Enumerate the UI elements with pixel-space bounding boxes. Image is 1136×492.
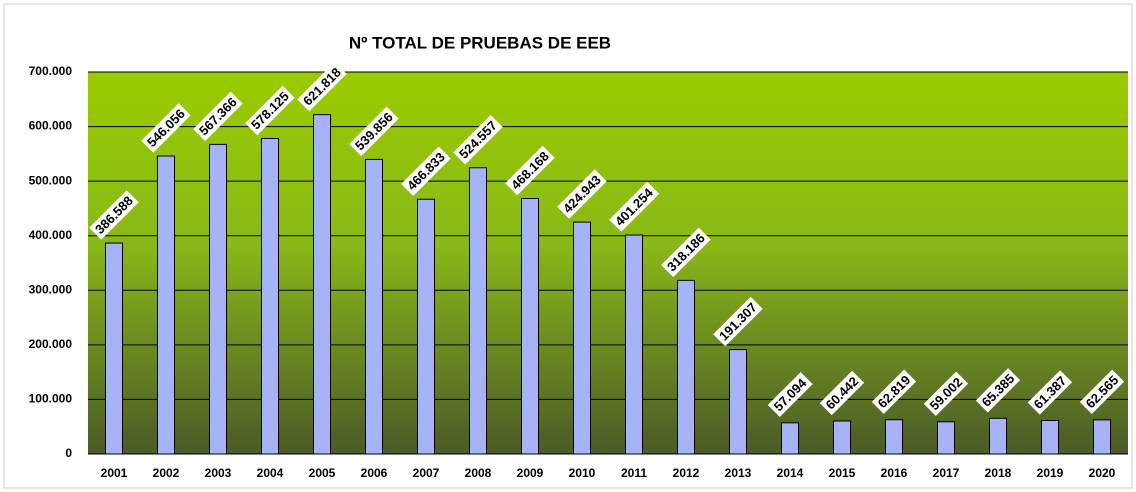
bar bbox=[105, 242, 123, 455]
bar bbox=[729, 349, 747, 455]
x-tick-label: 2008 bbox=[465, 466, 492, 480]
y-tick-label: 700.000 bbox=[29, 64, 73, 78]
bar bbox=[833, 420, 851, 455]
bar bbox=[417, 198, 435, 455]
bar bbox=[625, 234, 643, 455]
value-label-box bbox=[349, 106, 399, 157]
value-label-box bbox=[245, 85, 295, 136]
x-tick-label: 2013 bbox=[725, 466, 752, 480]
bar bbox=[937, 421, 955, 455]
value-label-box bbox=[923, 371, 969, 416]
bar bbox=[1041, 420, 1059, 455]
x-tick-label: 2007 bbox=[413, 466, 440, 480]
value-label-box bbox=[871, 369, 917, 414]
y-tick-label: 0 bbox=[65, 446, 72, 460]
x-tick-label: 2018 bbox=[985, 466, 1012, 480]
value-label-box bbox=[505, 145, 555, 196]
bar bbox=[157, 155, 175, 455]
bar bbox=[521, 198, 539, 455]
y-tick-label: 100.000 bbox=[29, 392, 73, 406]
value-label-box bbox=[453, 114, 503, 165]
value-label-box bbox=[767, 372, 813, 417]
y-tick-label: 300.000 bbox=[29, 282, 73, 296]
x-tick-label: 2004 bbox=[257, 466, 284, 480]
y-tick-label: 600.000 bbox=[29, 119, 73, 133]
value-label-box bbox=[1027, 370, 1073, 415]
value-label-box bbox=[401, 146, 451, 196]
value-label-box bbox=[819, 370, 865, 416]
x-tick-label: 2006 bbox=[361, 466, 388, 480]
bar bbox=[989, 417, 1007, 455]
x-tick-label: 2019 bbox=[1037, 466, 1064, 480]
bar bbox=[677, 279, 695, 455]
bar bbox=[261, 138, 279, 455]
value-label-box bbox=[89, 190, 139, 240]
bar bbox=[885, 419, 903, 455]
y-tick-label: 200.000 bbox=[29, 337, 73, 351]
y-tick-label: 400.000 bbox=[29, 228, 73, 242]
value-label-box bbox=[661, 227, 711, 278]
bar bbox=[1093, 419, 1111, 455]
x-tick-label: 2020 bbox=[1089, 466, 1116, 480]
bar bbox=[365, 158, 383, 455]
x-tick-label: 2010 bbox=[569, 466, 596, 480]
value-label-box bbox=[557, 169, 607, 219]
chart-title: Nº TOTAL DE PRUEBAS DE EEB bbox=[349, 33, 611, 52]
x-tick-label: 2015 bbox=[829, 466, 856, 480]
x-tick-label: 2016 bbox=[881, 466, 908, 480]
value-label-box bbox=[713, 296, 763, 347]
plot-area bbox=[88, 72, 1128, 454]
value-label-box bbox=[609, 181, 660, 232]
bar bbox=[209, 143, 227, 455]
x-tick-label: 2003 bbox=[205, 466, 232, 480]
x-tick-label: 2017 bbox=[933, 466, 960, 480]
bar bbox=[469, 167, 487, 455]
x-tick-label: 2012 bbox=[673, 466, 700, 480]
bar bbox=[781, 422, 799, 455]
bar bbox=[573, 221, 591, 455]
value-label-box bbox=[297, 61, 347, 112]
x-tick-label: 2009 bbox=[517, 466, 544, 480]
x-tick-label: 2001 bbox=[101, 466, 128, 480]
value-label-box bbox=[975, 368, 1021, 413]
y-tick-label: 500.000 bbox=[29, 173, 73, 187]
x-tick-label: 2014 bbox=[777, 466, 804, 480]
x-tick-label: 2011 bbox=[621, 466, 647, 480]
bar bbox=[313, 114, 331, 455]
x-tick-label: 2005 bbox=[309, 466, 336, 480]
value-label-box bbox=[193, 91, 243, 142]
x-tick-label: 2002 bbox=[153, 466, 180, 480]
value-label-box bbox=[1079, 369, 1125, 415]
value-label-box bbox=[141, 103, 191, 153]
